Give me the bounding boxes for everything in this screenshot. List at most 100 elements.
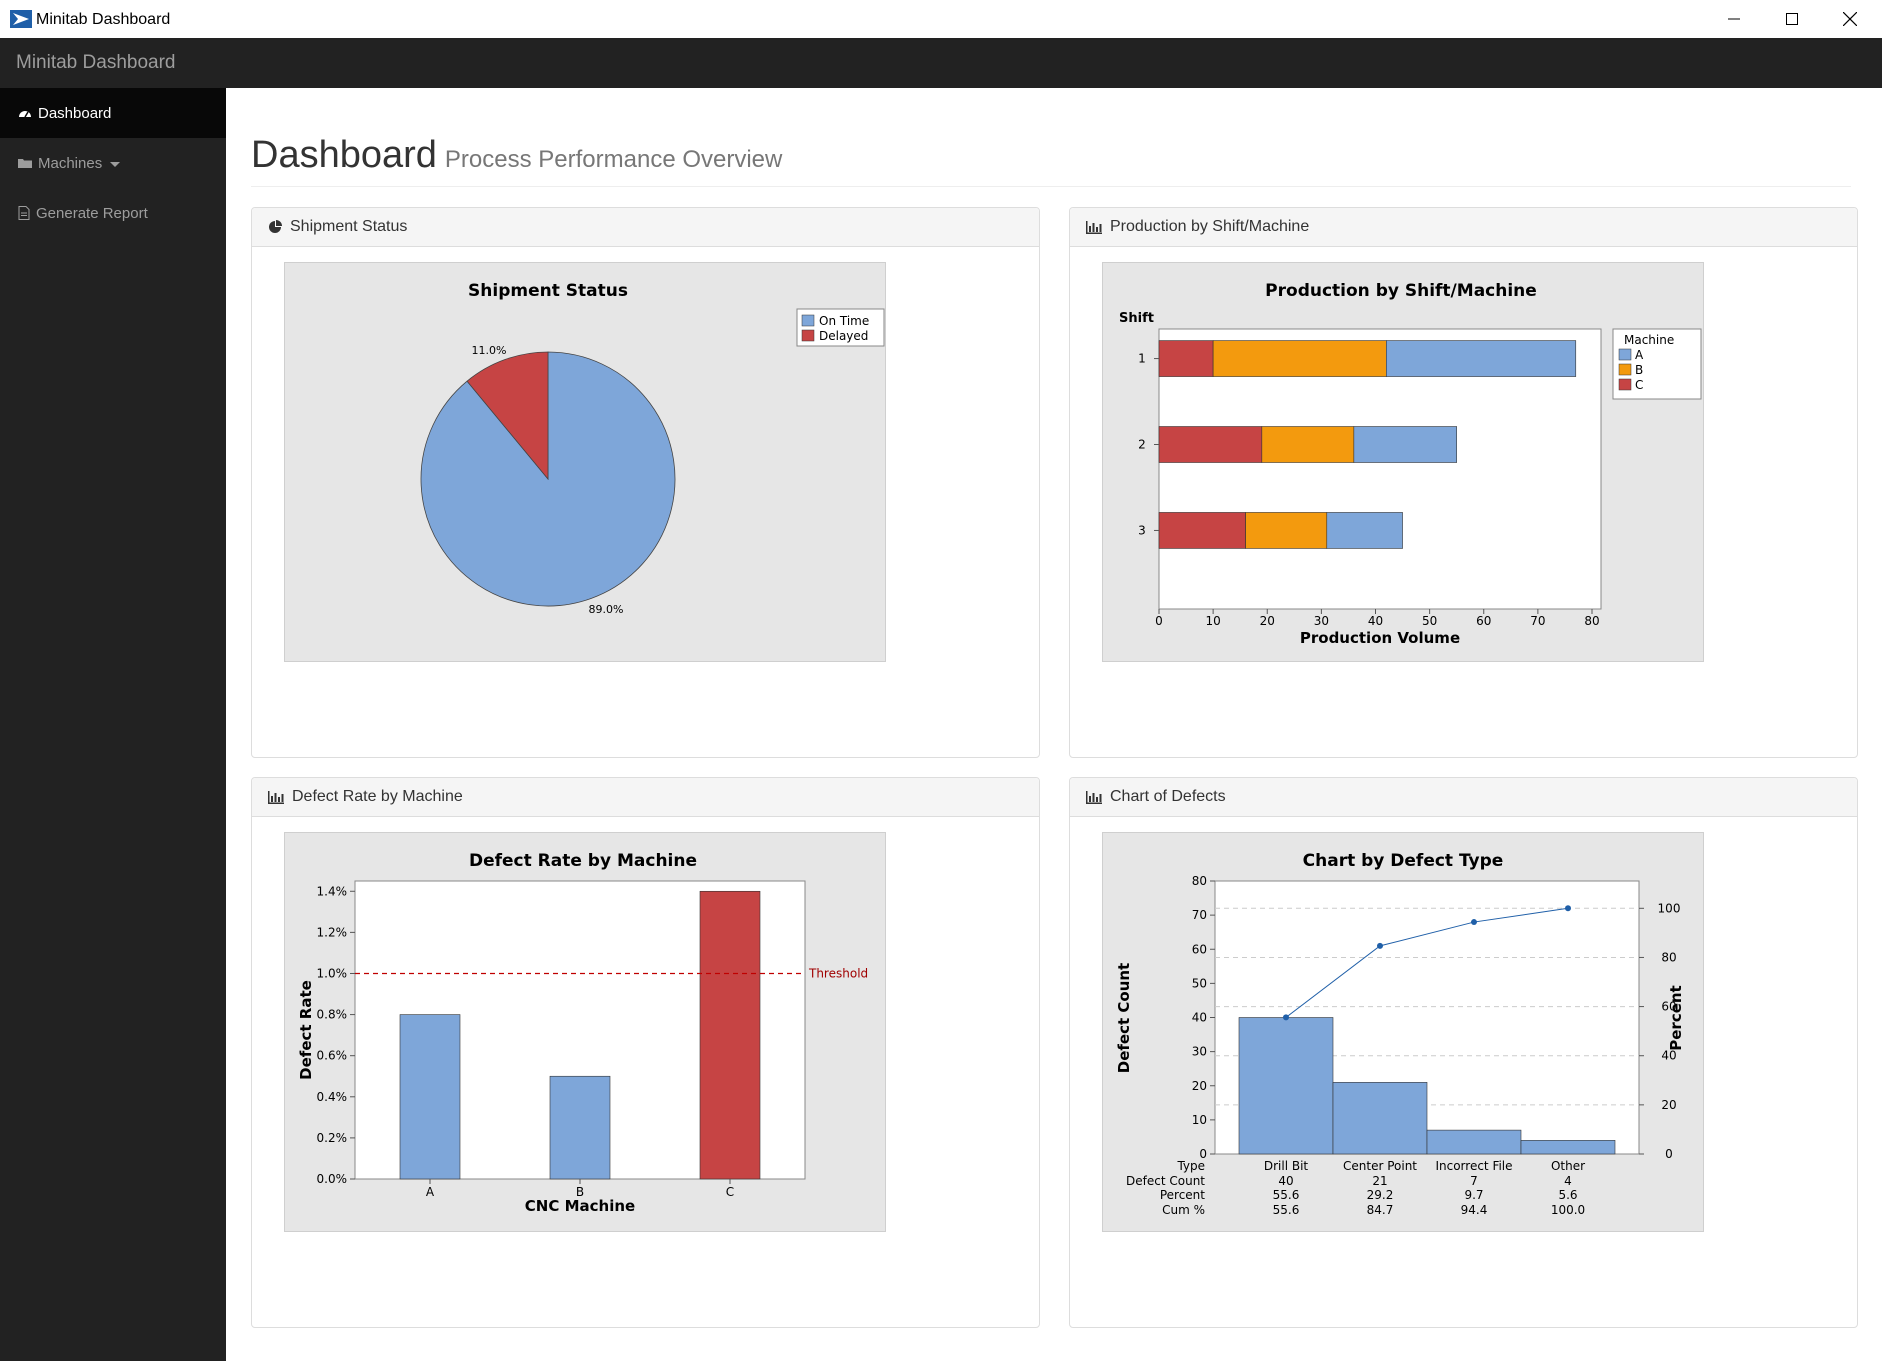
panel-heading: Production by Shift/Machine: [1070, 208, 1857, 247]
sidebar-item-dashboard[interactable]: Dashboard: [0, 88, 226, 138]
slice-label-on-time: 89.0%: [589, 603, 624, 616]
panel-title: Chart of Defects: [1110, 788, 1226, 805]
legend-swatch-a: [1618, 348, 1632, 361]
bar-machine-a: [399, 1014, 461, 1180]
chart-area: Production by Shift/Machine Shift 1 2 3 0 1…: [1102, 262, 1704, 662]
table-cell: Other: [1551, 1159, 1585, 1173]
bar-chart-icon: [1086, 220, 1102, 234]
header-divider: [251, 186, 1851, 187]
y-tick-label: 0: [1199, 1147, 1207, 1161]
y-tick-label: 1.2%: [317, 925, 348, 939]
bar-shift-2-machine-b: [1261, 426, 1355, 463]
table-cell: 9.7: [1464, 1188, 1483, 1202]
legend-title: Machine: [1624, 333, 1674, 347]
x-tick-label: 10: [1205, 614, 1220, 628]
document-icon: [18, 206, 30, 220]
cumulative-point: [1565, 905, 1571, 912]
chart-area: Defect Rate by Machine 0.0% 0.2% 0.4% 0.6% 0…: [284, 832, 886, 1232]
legend-label-b: B: [1635, 363, 1643, 377]
x-tick-label: 30: [1314, 614, 1329, 628]
table-row-label: Percent: [1160, 1188, 1205, 1202]
pie-chart-icon: [269, 220, 282, 233]
legend-swatch-delayed: [801, 329, 815, 342]
production-chart: Production by Shift/Machine Shift 1 2 3 0 1…: [1119, 281, 1702, 647]
table-row-label: Cum %: [1162, 1203, 1205, 1217]
chevron-down-icon: [110, 161, 121, 167]
maximize-button[interactable]: [1763, 0, 1821, 38]
panel-defect-rate: Defect Rate by Machine Defect Rate by Ma…: [251, 777, 1040, 1328]
y-tick-label: 0.0%: [317, 1172, 348, 1186]
y2-axis-label: Percent: [1667, 985, 1685, 1050]
cumulative-line: [1285, 907, 1569, 1018]
bar-machine-b: [549, 1075, 611, 1180]
table-cell: 84.7: [1367, 1203, 1394, 1217]
y2-tick-label: 60: [1661, 1000, 1676, 1014]
x-tick-label: 50: [1422, 614, 1437, 628]
y-axis-label: Defect Rate: [297, 980, 315, 1080]
panel-shipment-status: Shipment Status Shipment Status 11.0% 89…: [251, 207, 1040, 758]
sidebar-item-label: Generate Report: [36, 204, 148, 222]
table-cell: 21: [1372, 1174, 1387, 1188]
page-subtitle: Process Performance Overview: [444, 146, 783, 173]
x-tick-label: 80: [1584, 614, 1599, 628]
cumulative-point: [1283, 1014, 1289, 1021]
panel-title: Shipment Status: [290, 218, 408, 235]
pareto-chart: Chart by Defect Type 0 10 20 30 40 50 60 70 80 0…: [1115, 851, 1685, 1217]
legend-label-c: C: [1635, 378, 1643, 392]
chart-title: Defect Rate by Machine: [469, 851, 697, 871]
y-tick-label: 0.2%: [317, 1131, 348, 1145]
chart-title: Shipment Status: [468, 281, 628, 301]
panel-heading: Chart of Defects: [1070, 778, 1857, 817]
table-cell: Incorrect File: [1435, 1159, 1512, 1173]
x-tick-label: C: [726, 1185, 734, 1199]
folder-icon: [18, 159, 32, 168]
window-title: Minitab Dashboard: [36, 11, 171, 28]
chart-legend: Machine A B C: [1612, 328, 1702, 400]
page-title: Dashboard: [251, 134, 437, 176]
y-tick-label: 80: [1192, 874, 1207, 888]
bar-shift-2-machine-c: [1158, 426, 1263, 463]
y2-tick-label: 0: [1665, 1147, 1673, 1161]
chart-legend: On Time Delayed: [796, 308, 885, 347]
shipment-status-chart: Shipment Status 11.0% 89.0% On Time Dela…: [420, 281, 885, 616]
y2-tick-label: 20: [1661, 1098, 1676, 1112]
maximize-icon: [1786, 13, 1798, 25]
chart-area: Shipment Status 11.0% 89.0% On Time Dela…: [284, 262, 886, 662]
threshold-label: Threshold: [808, 966, 868, 980]
bar-other: [1520, 1140, 1616, 1155]
legend-label-delayed: Delayed: [819, 329, 868, 343]
table-cell: 55.6: [1273, 1188, 1300, 1202]
panel-production-by-shift: Production by Shift/Machine Production b…: [1069, 207, 1858, 758]
y-tick-label: 1.0%: [317, 966, 348, 980]
bar-shift-1-machine-a: [1386, 340, 1577, 377]
x-tick-label: 70: [1530, 614, 1545, 628]
minitab-logo-icon: [10, 10, 32, 28]
panel-heading: Defect Rate by Machine: [252, 778, 1039, 817]
cumulative-point: [1377, 942, 1383, 949]
y-tick-label: 3: [1138, 523, 1146, 537]
bar-shift-3-machine-a: [1326, 512, 1403, 549]
sidebar-item-generate-report[interactable]: Generate Report: [0, 188, 226, 238]
legend-swatch-on-time: [801, 314, 815, 327]
y-tick-label: 0.4%: [317, 1090, 348, 1104]
minimize-button[interactable]: [1705, 0, 1763, 38]
minimize-icon: [1728, 18, 1740, 20]
cumulative-point: [1471, 919, 1477, 926]
sidebar-item-machines[interactable]: Machines: [0, 138, 226, 188]
x-tick-label: A: [426, 1185, 435, 1199]
table-cell: 100.0: [1551, 1203, 1585, 1217]
window-titlebar: Minitab Dashboard: [0, 0, 1882, 39]
close-icon: [1843, 12, 1857, 26]
panel-title: Defect Rate by Machine: [292, 788, 463, 805]
bar-chart-icon: [268, 790, 284, 804]
y-tick-label: 0.8%: [317, 1008, 348, 1022]
close-button[interactable]: [1821, 0, 1879, 38]
table-cell: 94.4: [1461, 1203, 1488, 1217]
sidebar: Dashboard Machines Generate Report: [0, 88, 226, 1361]
dashboard-icon: [19, 111, 31, 118]
x-axis-label: Production Volume: [1300, 629, 1460, 647]
navbar-brand[interactable]: Minitab Dashboard: [16, 52, 176, 73]
bar-shift-2-machine-a: [1353, 426, 1457, 463]
y2-tick-label: 100: [1658, 901, 1681, 915]
